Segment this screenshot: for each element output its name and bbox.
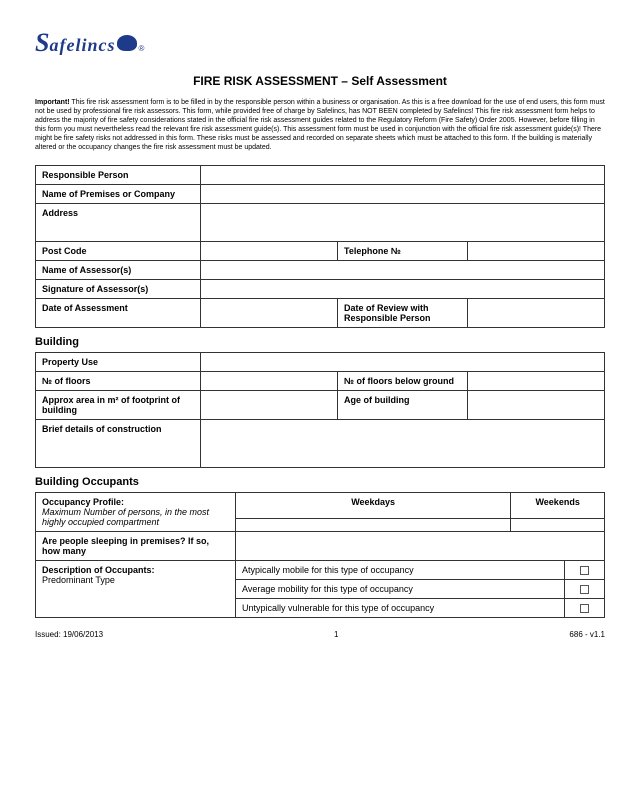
footer-version: 686 - v1.1 — [569, 630, 605, 639]
field-responsible[interactable] — [201, 165, 605, 184]
label-address: Address — [36, 203, 201, 241]
opt-average: Average mobility for this type of occupa… — [236, 579, 565, 598]
footer-issued: Issued: 19/06/2013 — [35, 630, 103, 639]
footer: Issued: 19/06/2013 1 686 - v1.1 — [35, 630, 605, 639]
checkbox-atypical-cell — [565, 560, 605, 579]
table-building: Property Use № of floors № of floors belo… — [35, 352, 605, 468]
field-floors-below[interactable] — [468, 371, 605, 390]
table-row: Approx area in m² of footprint of buildi… — [36, 390, 605, 419]
label-assessors: Name of Assessor(s) — [36, 260, 201, 279]
profile-title: Occupancy Profile: — [42, 497, 124, 507]
table-row: Address — [36, 203, 605, 241]
label-date: Date of Assessment — [36, 298, 201, 327]
table-row: Are people sleeping in premises? If so, … — [36, 531, 605, 560]
field-postcode[interactable] — [201, 241, 338, 260]
header-weekends: Weekends — [511, 492, 605, 518]
field-area[interactable] — [201, 390, 338, 419]
table-row: Date of Assessment Date of Review with Re… — [36, 298, 605, 327]
field-address[interactable] — [201, 203, 605, 241]
table-row: Property Use — [36, 352, 605, 371]
field-signature[interactable] — [201, 279, 605, 298]
profile-sub: Maximum Number of persons, in the most h… — [42, 507, 209, 527]
table-general: Responsible Person Name of Premises or C… — [35, 165, 605, 328]
field-premises[interactable] — [201, 184, 605, 203]
field-telephone[interactable] — [468, 241, 605, 260]
opt-vulnerable: Untypically vulnerable for this type of … — [236, 598, 565, 617]
checkbox-vulnerable[interactable] — [580, 604, 589, 613]
field-construction[interactable] — [201, 419, 605, 467]
label-postcode: Post Code — [36, 241, 201, 260]
checkbox-vulnerable-cell — [565, 598, 605, 617]
field-sleeping[interactable] — [236, 531, 605, 560]
logo-text: afelincs — [49, 35, 115, 56]
label-telephone: Telephone № — [338, 241, 468, 260]
checkbox-average-cell — [565, 579, 605, 598]
label-floors-below: № of floors below ground — [338, 371, 468, 390]
label-floors: № of floors — [36, 371, 201, 390]
table-row: № of floors № of floors below ground — [36, 371, 605, 390]
desc-title: Description of Occupants: — [42, 565, 155, 575]
checkbox-average[interactable] — [580, 585, 589, 594]
label-occupancy-profile: Occupancy Profile: Maximum Number of per… — [36, 492, 236, 531]
important-note: Important! This fire risk assessment for… — [35, 98, 605, 153]
important-text: This fire risk assessment form is to be … — [35, 99, 605, 151]
opt-atypical: Atypically mobile for this type of occup… — [236, 560, 565, 579]
field-date[interactable] — [201, 298, 338, 327]
desc-sub: Predominant Type — [42, 575, 115, 585]
label-sleeping: Are people sleeping in premises? If so, … — [36, 531, 236, 560]
label-premises: Name of Premises or Company — [36, 184, 201, 203]
field-floors[interactable] — [201, 371, 338, 390]
label-signature: Signature of Assessor(s) — [36, 279, 201, 298]
sleeping-text: Are people sleeping in premises? If so, … — [42, 536, 209, 556]
table-row: Name of Premises or Company — [36, 184, 605, 203]
field-age[interactable] — [468, 390, 605, 419]
page-title: FIRE RISK ASSESSMENT – Self Assessment — [35, 74, 605, 88]
label-desc-occupants: Description of Occupants: Predominant Ty… — [36, 560, 236, 617]
header-weekdays: Weekdays — [236, 492, 511, 518]
logo: S afelincs ® — [35, 30, 605, 56]
table-row: Description of Occupants: Predominant Ty… — [36, 560, 605, 579]
logo-icon — [117, 35, 137, 51]
label-review: Date of Review with Responsible Person — [338, 298, 468, 327]
field-property-use[interactable] — [201, 352, 605, 371]
footer-page: 1 — [334, 630, 338, 639]
section-building: Building — [35, 336, 605, 348]
label-responsible: Responsible Person — [36, 165, 201, 184]
label-area: Approx area in m² of footprint of buildi… — [36, 390, 201, 419]
label-construction: Brief details of construction — [36, 419, 201, 467]
label-property-use: Property Use — [36, 352, 201, 371]
field-review[interactable] — [468, 298, 605, 327]
table-row: Responsible Person — [36, 165, 605, 184]
important-label: Important! — [35, 99, 70, 106]
checkbox-atypical[interactable] — [580, 566, 589, 575]
field-assessors[interactable] — [201, 260, 605, 279]
field-weekends[interactable] — [511, 519, 605, 532]
table-occupants: Occupancy Profile: Maximum Number of per… — [35, 492, 605, 618]
table-row: Brief details of construction — [36, 419, 605, 467]
table-row: Post Code Telephone № — [36, 241, 605, 260]
table-row: Signature of Assessor(s) — [36, 279, 605, 298]
logo-reg: ® — [138, 44, 144, 53]
section-occupants: Building Occupants — [35, 476, 605, 488]
table-row: Occupancy Profile: Maximum Number of per… — [36, 492, 605, 518]
label-age: Age of building — [338, 390, 468, 419]
logo-s: S — [35, 30, 49, 56]
field-weekdays[interactable] — [236, 519, 511, 532]
table-row: Name of Assessor(s) — [36, 260, 605, 279]
